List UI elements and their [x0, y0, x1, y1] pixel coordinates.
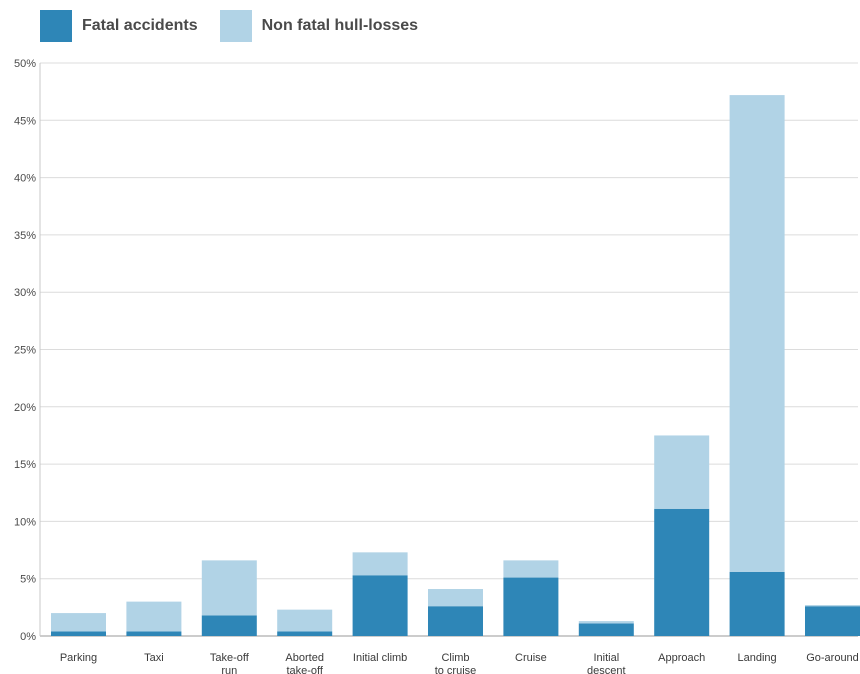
bar-fatal [428, 606, 483, 636]
bar-fatal [578, 623, 634, 636]
bar-fatal [654, 508, 710, 636]
bar-fatal [503, 577, 559, 636]
x-tick-label: run [221, 665, 237, 674]
bar-fatal [277, 631, 333, 636]
x-tick-label: Climb [441, 652, 469, 664]
x-tick-label: Approach [658, 652, 705, 664]
bar-non-fatal [503, 560, 559, 578]
legend-swatch-non-fatal [219, 10, 252, 42]
bar-non-fatal [805, 605, 860, 607]
bar-fatal [805, 606, 860, 636]
x-tick-label: Initial climb [353, 652, 407, 664]
y-tick-label: 35% [14, 230, 36, 242]
y-tick-label: 0% [20, 631, 36, 643]
legend-label-fatal: Fatal accidents [82, 17, 198, 34]
bar-fatal [51, 631, 106, 636]
x-tick-label: take-off [286, 665, 323, 674]
x-tick-label: descent [587, 665, 626, 674]
bar-fatal [126, 631, 182, 636]
legend-swatch-fatal [40, 10, 72, 42]
bar-non-fatal [428, 589, 483, 607]
bar-non-fatal [126, 601, 182, 632]
y-tick-label: 5% [20, 574, 36, 586]
x-tick-label: Initial [593, 652, 619, 664]
bar-non-fatal [277, 609, 333, 632]
bar-fatal [352, 575, 408, 636]
legend: Fatal accidents Non fatal hull-losses [40, 10, 440, 42]
x-tick-label: Parking [60, 652, 97, 664]
bar-non-fatal [201, 560, 257, 616]
bars [51, 95, 860, 636]
y-tick-label: 45% [14, 115, 36, 127]
y-tick-label: 10% [14, 516, 36, 528]
grid-lines [39, 62, 858, 637]
x-tick-label: Taxi [144, 652, 164, 664]
x-tick-label: Go-around [806, 652, 859, 664]
y-axis-ticks: 0% 5% 10% 15% 20% 25% 30% 35% 40% 45% 50% [14, 58, 36, 643]
x-tick-label: to cruise [435, 665, 477, 674]
bar-non-fatal [578, 621, 634, 624]
y-tick-label: 20% [14, 402, 36, 414]
bar-non-fatal [51, 613, 106, 632]
legend-item-non-fatal: Non fatal hull-losses [219, 10, 419, 42]
x-tick-label: Take-off [210, 652, 250, 664]
y-tick-label: 15% [14, 459, 36, 471]
bar-non-fatal [729, 95, 785, 572]
legend-label-non-fatal: Non fatal hull-losses [261, 17, 419, 34]
bar-fatal [201, 615, 257, 636]
x-tick-label: Landing [738, 652, 777, 664]
x-tick-label: Aborted [285, 652, 324, 664]
y-tick-label: 50% [14, 58, 36, 70]
y-tick-label: 30% [14, 287, 36, 299]
y-tick-label: 40% [14, 173, 36, 185]
bar-non-fatal [654, 435, 710, 509]
legend-item-fatal: Fatal accidents [40, 10, 198, 42]
bar-non-fatal [352, 552, 408, 576]
y-tick-label: 25% [14, 345, 36, 357]
bar-fatal [729, 571, 785, 636]
x-tick-label: Cruise [515, 652, 547, 664]
